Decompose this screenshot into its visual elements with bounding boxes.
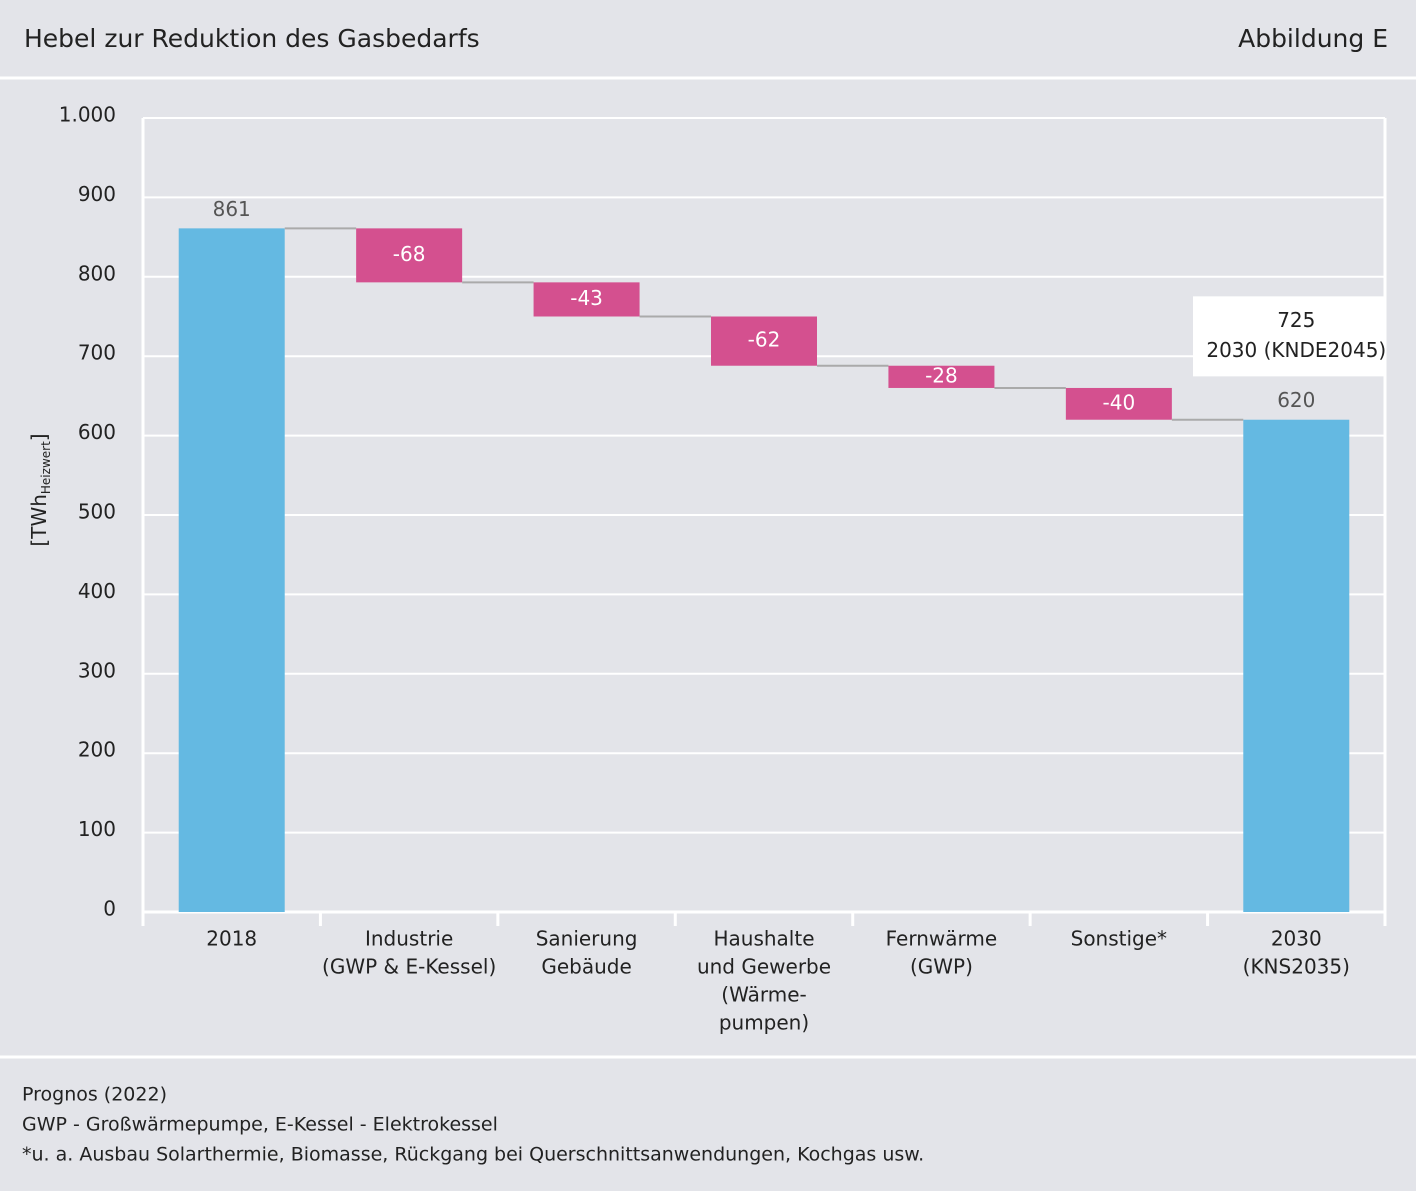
bar xyxy=(1065,387,1172,420)
data-label: 861 xyxy=(213,197,251,221)
x-tick-label: (GWP & E-Kessel) xyxy=(322,955,496,979)
y-axis-label-sub: Heizwert xyxy=(39,441,53,494)
footnote: *u. a. Ausbau Solarthermie, Biomasse, Rü… xyxy=(22,1144,924,1166)
y-tick-label: 700 xyxy=(78,341,116,365)
x-tick-label: Sonstige* xyxy=(1071,927,1167,951)
title: Hebel zur Reduktion des Gasbedarfs xyxy=(24,24,480,53)
bar xyxy=(711,316,817,366)
y-tick-label: 600 xyxy=(78,420,116,444)
bar xyxy=(888,365,995,388)
x-tick-label: Industrie xyxy=(365,927,453,951)
annotation-box xyxy=(1193,296,1385,377)
annotation-value: 725 xyxy=(1277,308,1315,332)
y-tick-label: 800 xyxy=(78,261,116,285)
y-tick-label: 300 xyxy=(78,658,116,682)
y-axis-label-part: [TWh xyxy=(27,494,51,546)
x-tick-label: 2030 xyxy=(1271,927,1322,951)
bar xyxy=(356,228,463,283)
x-tick-label: pumpen) xyxy=(719,1011,809,1035)
y-axis-label-part: ] xyxy=(27,433,51,441)
y-tick-label: 200 xyxy=(78,738,116,762)
x-tick-label: und Gewerbe xyxy=(697,955,831,979)
y-tick-label: 500 xyxy=(78,500,116,524)
data-label: -28 xyxy=(925,363,958,387)
x-tick-label: Gebäude xyxy=(541,955,631,979)
x-tick-label: 2018 xyxy=(206,927,257,951)
y-tick-label: 400 xyxy=(78,579,116,603)
x-tick-label: Haushalte xyxy=(713,927,814,951)
x-tick-label: Sanierung xyxy=(536,927,638,951)
footnote: GWP - Großwärmepumpe, E-Kessel - Elektro… xyxy=(22,1114,498,1136)
bar xyxy=(178,228,285,913)
y-axis-label: [TWhHeizwert] xyxy=(27,433,53,546)
data-label: -40 xyxy=(1103,390,1136,414)
y-tick-label: 900 xyxy=(78,182,116,206)
figure-label: Abbildung E xyxy=(1238,24,1388,53)
y-tick-label: 1.000 xyxy=(59,103,116,127)
annotation-label: 2030 (KNDE2045) xyxy=(1206,338,1386,362)
y-tick-label: 100 xyxy=(78,817,116,841)
bar xyxy=(1243,419,1350,912)
y-tick-label: 0 xyxy=(103,897,116,921)
data-label: -43 xyxy=(570,286,603,310)
x-tick-label: (KNS2035) xyxy=(1243,955,1350,979)
x-tick-label: (GWP) xyxy=(910,955,973,979)
x-tick-label: Fernwärme xyxy=(886,927,998,951)
data-label: 620 xyxy=(1277,388,1315,412)
x-tick-label: (Wärme- xyxy=(721,983,806,1007)
bar xyxy=(533,282,640,317)
data-label: -68 xyxy=(393,242,426,266)
footnote: Prognos (2022) xyxy=(22,1084,167,1106)
data-label: -62 xyxy=(748,328,781,352)
